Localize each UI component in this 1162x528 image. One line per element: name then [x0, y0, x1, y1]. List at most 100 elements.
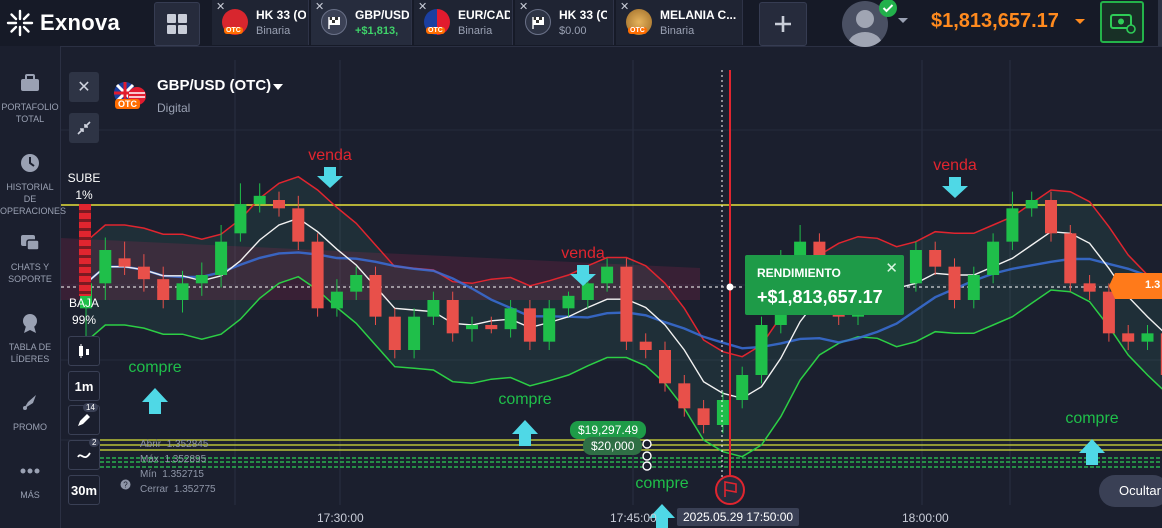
pencil-icon	[78, 414, 90, 426]
trade-marker	[642, 461, 652, 471]
close-icon: ✕	[77, 79, 91, 96]
avatar[interactable]	[842, 1, 888, 47]
asset-flag[interactable]: OTC	[113, 81, 147, 113]
candle-body	[1045, 200, 1057, 234]
sidebar-item-lideres[interactable]: TABLA DE LÍDERES	[0, 312, 60, 365]
asset-tab-hk33[interactable]: ✕ OTC HK 33 (OTC) Binaria	[212, 0, 309, 45]
candle-body	[408, 316, 421, 350]
close-icon[interactable]: ✕	[519, 1, 529, 13]
candle-body	[967, 275, 980, 300]
clock-icon	[21, 154, 39, 172]
drawings-count-badge: 14	[83, 403, 98, 412]
trophy-icon	[23, 314, 37, 333]
candle-body	[678, 383, 691, 409]
hide-button[interactable]: Ocultar	[1099, 475, 1162, 507]
asset-tab-eurcad[interactable]: ✕ OTC EUR/CAD Binaria	[414, 0, 513, 45]
assets-grid-button[interactable]	[154, 2, 200, 46]
candle-body	[330, 291, 343, 309]
sidebar: PORTAFOLIO TOTAL HISTORIAL DE OPERACIONE…	[0, 46, 66, 528]
fast-ma-line	[85, 217, 1162, 400]
logo[interactable]: Exnova	[6, 9, 120, 37]
add-asset-button[interactable]	[759, 2, 807, 46]
candle-body	[311, 241, 324, 309]
flag-icon	[724, 481, 737, 497]
buy-arrow-icon	[512, 420, 538, 446]
sell-arrow-icon	[570, 265, 596, 286]
help-icon[interactable]: ?	[120, 479, 131, 490]
baja-label: BAJA	[68, 296, 99, 310]
sidebar-item-promo[interactable]: PROMO	[0, 392, 60, 433]
time-label: 18:00:00	[902, 511, 949, 525]
verified-check-icon	[879, 0, 897, 17]
trade-invest-pill[interactable]: $20,000	[583, 437, 643, 455]
buy-arrow-icon	[142, 388, 168, 414]
close-icon[interactable]: ✕	[216, 1, 226, 13]
asset-tab-gbpusd[interactable]: ✕ GBP/USD +$1,813,	[311, 0, 412, 45]
close-icon[interactable]: ✕	[315, 1, 325, 13]
current-price-dot	[726, 283, 734, 291]
chevron-down-icon[interactable]	[897, 17, 909, 25]
candle-body	[736, 375, 749, 400]
collapse-icon	[77, 121, 91, 135]
ohlc-close: Cerrar 1.352775	[140, 484, 216, 495]
timeframe-button[interactable]: 1m	[68, 371, 100, 401]
signal-label: compre	[635, 475, 688, 492]
signal-label: venda	[933, 157, 977, 174]
lower-band-line	[85, 275, 1162, 458]
balance-display[interactable]: $1,813,657.17	[931, 10, 1059, 32]
trade-marker	[642, 439, 652, 449]
sube-percent: 1%	[75, 188, 93, 202]
trade-amount-pill[interactable]: $19,297.49	[570, 421, 647, 439]
candle-body	[1102, 291, 1115, 334]
sidebar-item-historial[interactable]: HISTORIAL DE OPERACIONES	[0, 152, 66, 217]
sidebar-item-mas[interactable]: MÁS	[0, 460, 60, 501]
chart-svg[interactable]: venda venda venda compre compre compre compre	[61, 46, 1162, 528]
tab-name: HK 33 (OTC)	[559, 8, 607, 22]
asset-type: Digital	[157, 101, 191, 115]
sube-label: SUBE	[67, 171, 101, 185]
sidebar-item-label: CHATS Y SOPORTE	[8, 262, 52, 284]
exnova-logo-icon	[6, 9, 34, 37]
candle-body	[253, 195, 266, 205]
minimize-chart-button[interactable]	[69, 113, 99, 143]
brand-name: Exnova	[40, 10, 121, 35]
candle-body	[350, 275, 363, 292]
candle-body	[485, 325, 498, 330]
time-label: 17:45:00	[610, 511, 657, 525]
chart-type-button[interactable]	[68, 336, 100, 366]
candle-body	[716, 400, 729, 425]
buy-arrow-icon	[1079, 439, 1105, 465]
plus-icon	[775, 16, 791, 32]
tab-type: Binaria	[660, 25, 695, 37]
asset-tab-hk33-2[interactable]: ✕ HK 33 (OTC) $0.00	[515, 0, 614, 45]
otc-badge: OTC	[224, 27, 243, 34]
candle-body	[909, 250, 922, 284]
current-time-label: 2025.05.29 17:50:00	[677, 508, 800, 526]
signal-label: compre	[498, 391, 551, 408]
indicators-count-badge: 2	[89, 438, 100, 447]
trade-marker	[642, 451, 652, 461]
asset-tab-melania[interactable]: ✕ OTC MELANIA C... Binaria	[616, 0, 743, 45]
candle-body	[929, 250, 942, 267]
candle-body	[427, 300, 440, 317]
tab-type: Binaria	[458, 25, 493, 37]
candle-size-button[interactable]: 30m	[68, 475, 100, 505]
sidebar-item-chats[interactable]: CHATS Y SOPORTE	[0, 232, 60, 285]
ohlc-value: 1.352845	[166, 439, 209, 450]
candle-body	[369, 275, 382, 317]
candles-icon	[79, 344, 89, 358]
price-chart[interactable]: venda venda venda compre compre compre compre	[61, 46, 1162, 528]
asset-title[interactable]: GBP/USD (OTC)	[157, 77, 272, 94]
close-icon[interactable]: ✕	[418, 1, 428, 13]
buy-arrow-icon	[649, 504, 675, 528]
candle-body	[195, 275, 208, 284]
chevron-down-icon[interactable]	[1074, 18, 1086, 26]
close-chart-button[interactable]: ✕	[69, 72, 99, 102]
sidebar-item-portafolio[interactable]: PORTAFOLIO TOTAL	[0, 72, 60, 125]
deposit-button[interactable]	[1100, 1, 1144, 43]
chevron-down-icon[interactable]	[272, 84, 284, 91]
candle-body	[543, 308, 556, 342]
close-icon[interactable]: ✕	[885, 260, 898, 277]
indicators-icon	[77, 452, 91, 458]
close-icon[interactable]: ✕	[620, 1, 630, 13]
